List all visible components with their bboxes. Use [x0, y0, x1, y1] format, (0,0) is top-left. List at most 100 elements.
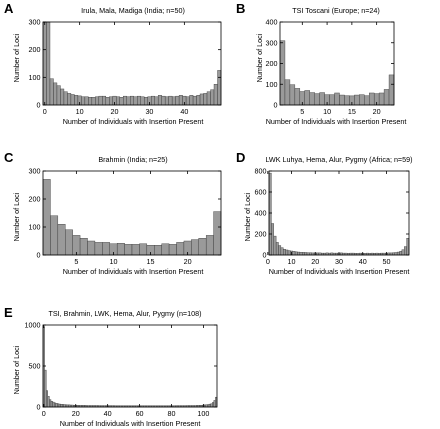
plot-frame: [42, 324, 218, 408]
x-tick-label: 100: [197, 409, 209, 418]
bar: [359, 94, 365, 106]
bar: [60, 404, 63, 408]
bar: [299, 252, 303, 256]
bar: [154, 96, 159, 106]
bar: [81, 96, 86, 106]
y-axis-label: Number of Loci: [12, 192, 21, 241]
y-axis-label: Number of Loci: [12, 33, 21, 82]
y-tick-label: 200: [255, 230, 267, 239]
bar: [44, 369, 47, 408]
bar: [304, 90, 310, 106]
bar: [154, 244, 162, 256]
bar: [192, 95, 197, 106]
bar: [133, 96, 138, 106]
bar: [369, 92, 375, 106]
y-tick-label: 100: [29, 73, 41, 82]
bar: [102, 95, 107, 106]
y-tick-label: 300: [266, 38, 278, 47]
x-tick-label: 20: [184, 257, 192, 266]
y-tick-label: 800: [255, 167, 267, 176]
bar: [294, 251, 298, 256]
bar: [278, 245, 282, 256]
x-tick-label: 0: [42, 409, 46, 418]
bar: [47, 396, 50, 408]
x-tick-label: 15: [348, 107, 356, 116]
bar: [74, 95, 79, 106]
y-axis-label: Number of Loci: [255, 33, 264, 82]
bar: [50, 215, 59, 256]
x-tick-label: 30: [335, 257, 343, 266]
bar: [171, 96, 176, 106]
bar: [199, 93, 204, 106]
x-tick-label: 40: [180, 107, 188, 116]
y-axis-label: Number of Loci: [243, 192, 252, 241]
bar: [205, 235, 214, 256]
x-axis-label: Number of Individuals with Insertion Pre…: [63, 117, 204, 126]
bar: [161, 95, 166, 106]
bar: [119, 97, 124, 106]
bar: [399, 251, 403, 256]
bar: [79, 237, 88, 256]
panel-c: C Brahmin (India; n=25) Number of Indivi…: [4, 150, 222, 276]
chart-title: Irula, Mala, Madiga (India; n=50): [81, 6, 185, 15]
x-tick-label: 10: [76, 107, 84, 116]
bar: [329, 94, 335, 106]
bar: [123, 95, 127, 106]
bar: [198, 237, 207, 256]
panel-a: A Irula, Mala, Madiga (India; n=50) Numb…: [4, 1, 222, 126]
bar: [378, 92, 385, 106]
x-tick-label: 30: [145, 107, 153, 116]
y-tick-label: 0: [37, 251, 41, 260]
bar: [98, 95, 103, 106]
bar: [191, 239, 199, 256]
y-tick-label: 200: [29, 45, 41, 54]
bar: [94, 242, 103, 256]
bar: [116, 243, 125, 256]
bar: [196, 95, 201, 106]
bar: [52, 401, 55, 408]
bar: [150, 95, 155, 106]
y-tick-label: 0: [263, 251, 267, 260]
bar: [319, 92, 325, 106]
bar: [164, 96, 169, 106]
bar: [105, 97, 110, 106]
y-tick-label: 0: [37, 403, 41, 412]
bar: [49, 399, 52, 408]
bar: [213, 84, 218, 106]
bar: [84, 96, 89, 106]
x-tick-label: 40: [359, 257, 367, 266]
bar: [102, 242, 110, 256]
bar: [42, 179, 51, 256]
x-tick-label: 0: [266, 257, 270, 266]
bar: [87, 240, 96, 256]
bar: [213, 211, 222, 256]
x-tick-label: 20: [111, 107, 119, 116]
panel-b: B TSI Toscani (Europe; n=24) Number of I…: [236, 1, 406, 126]
panel-letter: C: [4, 150, 14, 165]
bar: [137, 95, 141, 106]
y-axis-label: Number of Loci: [12, 345, 21, 394]
panel-letter: E: [4, 305, 13, 320]
bar: [388, 74, 395, 106]
y-tick-label: 200: [29, 195, 41, 204]
x-tick-label: 20: [311, 257, 319, 266]
bar: [116, 96, 120, 106]
bar: [279, 40, 286, 106]
bar: [280, 247, 284, 256]
x-tick-label: 60: [136, 409, 144, 418]
bar: [53, 402, 56, 408]
bar: [354, 94, 360, 106]
chart-title: TSI, Brahmin, LWK, Hema, Alur, Pygmy (n=…: [48, 309, 201, 318]
bar: [275, 242, 279, 256]
bar: [271, 223, 274, 256]
y-tick-label: 400: [266, 18, 278, 27]
y-tick-label: 600: [255, 188, 267, 197]
bar: [161, 243, 170, 256]
bar: [210, 89, 215, 106]
y-tick-label: 0: [37, 101, 41, 110]
x-tick-label: 0: [43, 107, 47, 116]
bar: [206, 91, 211, 106]
chart-title: LWK Luhya, Hema, Alur, Pygmy (Africa; n=…: [265, 155, 412, 164]
bar: [294, 88, 301, 106]
panel-letter: D: [236, 150, 245, 165]
